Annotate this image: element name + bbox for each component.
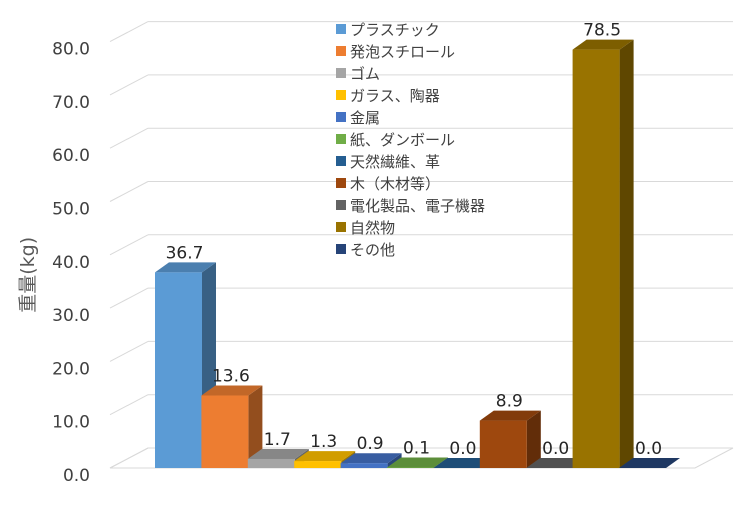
legend-item: 自然物 [336,219,395,237]
grid-layer [109,21,734,469]
legend-item: ガラス、陶器 [336,87,440,105]
legend-item: プラスチック [336,21,440,39]
bar-top [294,451,356,462]
legend-label: 金属 [350,109,380,127]
data-label: 0.0 [449,439,476,459]
y-tick-label: 70.0 [52,93,90,113]
legend-swatch [336,68,346,78]
bar [201,385,263,468]
bar-top [619,458,680,468]
bar [340,453,402,468]
legend-swatch [336,178,346,188]
data-label: 0.0 [542,439,569,459]
bar-top [572,39,634,50]
legend-swatch [336,222,346,232]
legend-label: ガラス、陶器 [350,87,440,105]
y-tick-label: 80.0 [52,40,90,60]
bar-top [433,458,495,468]
data-label: 0.0 [635,439,662,459]
bar-top [247,448,309,459]
y-tick-label: 60.0 [52,146,90,166]
bar-front [479,420,527,468]
y-axis-title: 重量(kg) [17,237,39,313]
data-label: 1.7 [264,430,291,450]
gridline-depth [109,181,149,202]
legend-item: 紙、ダンボール [336,131,455,149]
data-label: 36.7 [166,243,204,263]
data-label: 0.9 [357,434,384,454]
legend-item: 天然繊維、革 [336,153,440,171]
y-tick-label: 30.0 [52,306,90,326]
legend-label: 木（木材等） [350,175,440,193]
bar-front [247,458,295,468]
legend-label: 発泡スチロール [350,43,455,61]
data-label: 78.5 [583,21,621,41]
legend-item: ゴム [336,65,380,83]
bar [619,458,680,468]
bar-side [248,385,263,468]
gridline-depth [109,21,149,43]
y-tick-label: 20.0 [52,359,90,379]
legend-label: ゴム [350,65,380,83]
legend-item: 木（木材等） [336,175,440,193]
bar-side [526,410,541,468]
data-label: 1.3 [310,432,337,452]
data-label: 8.9 [496,392,523,412]
gridline-depth [109,287,149,309]
bar [479,410,541,468]
legend-swatch [336,46,346,56]
legend-swatch [336,134,346,144]
legend-item: 電化製品、電子機器 [336,197,485,215]
gridline-depth [109,234,149,256]
y-tick-label: 40.0 [52,253,90,273]
bar-top [526,458,588,468]
legend-swatch [336,244,346,254]
y-tick-label: 10.0 [52,413,90,433]
legend-swatch [336,200,346,210]
legend-label: その他 [350,241,395,259]
legend-item: 金属 [336,109,380,127]
y-tick-label: 0.0 [63,466,90,486]
bar-top [201,385,263,396]
gridline-depth [109,340,149,362]
legend-label: 天然繊維、革 [350,153,440,171]
bar-side [387,453,402,468]
data-label: 13.6 [212,367,250,387]
bar-top [479,410,541,421]
bar-top [155,262,216,273]
legend-label: 紙、ダンボール [350,131,455,149]
bar-front [294,461,342,468]
legend-swatch [336,24,346,34]
bar-side [619,39,634,468]
bar-front [201,395,249,468]
bar [526,458,588,468]
y-tick-label: 50.0 [52,200,90,220]
legend-label: 電化製品、電子機器 [350,197,485,215]
legend: プラスチック発泡スチロールゴムガラス、陶器金属紙、ダンボール天然繊維、革木（木材… [336,21,485,259]
bar-front [155,272,202,468]
bar-top [340,453,402,464]
legend-swatch [336,156,346,166]
bar-top [387,457,448,468]
legend-item: その他 [336,241,395,259]
bar [572,39,634,468]
y-axis-ticks: 0.0 10.0 20.0 30.0 40.0 50.0 60.0 70.0 80.0 [52,40,90,486]
bars [155,39,680,468]
data-labels: 36.7 13.6 1.7 1.3 0.9 0.1 0.0 8.9 0.0 78.5 0.0 [166,21,662,459]
gridline-depth [109,127,149,149]
bar-front [387,467,434,468]
gridline-depth [109,74,149,96]
legend-label: プラスチック [350,21,440,39]
gridline-depth [109,394,149,416]
data-label: 0.1 [403,438,430,458]
legend-label: 自然物 [350,219,395,237]
bar-front [572,49,620,468]
legend-item: 発泡スチロール [336,43,455,61]
bar [433,458,495,468]
legend-swatch [336,112,346,122]
legend-swatch [336,90,346,100]
bar-front [340,463,388,468]
